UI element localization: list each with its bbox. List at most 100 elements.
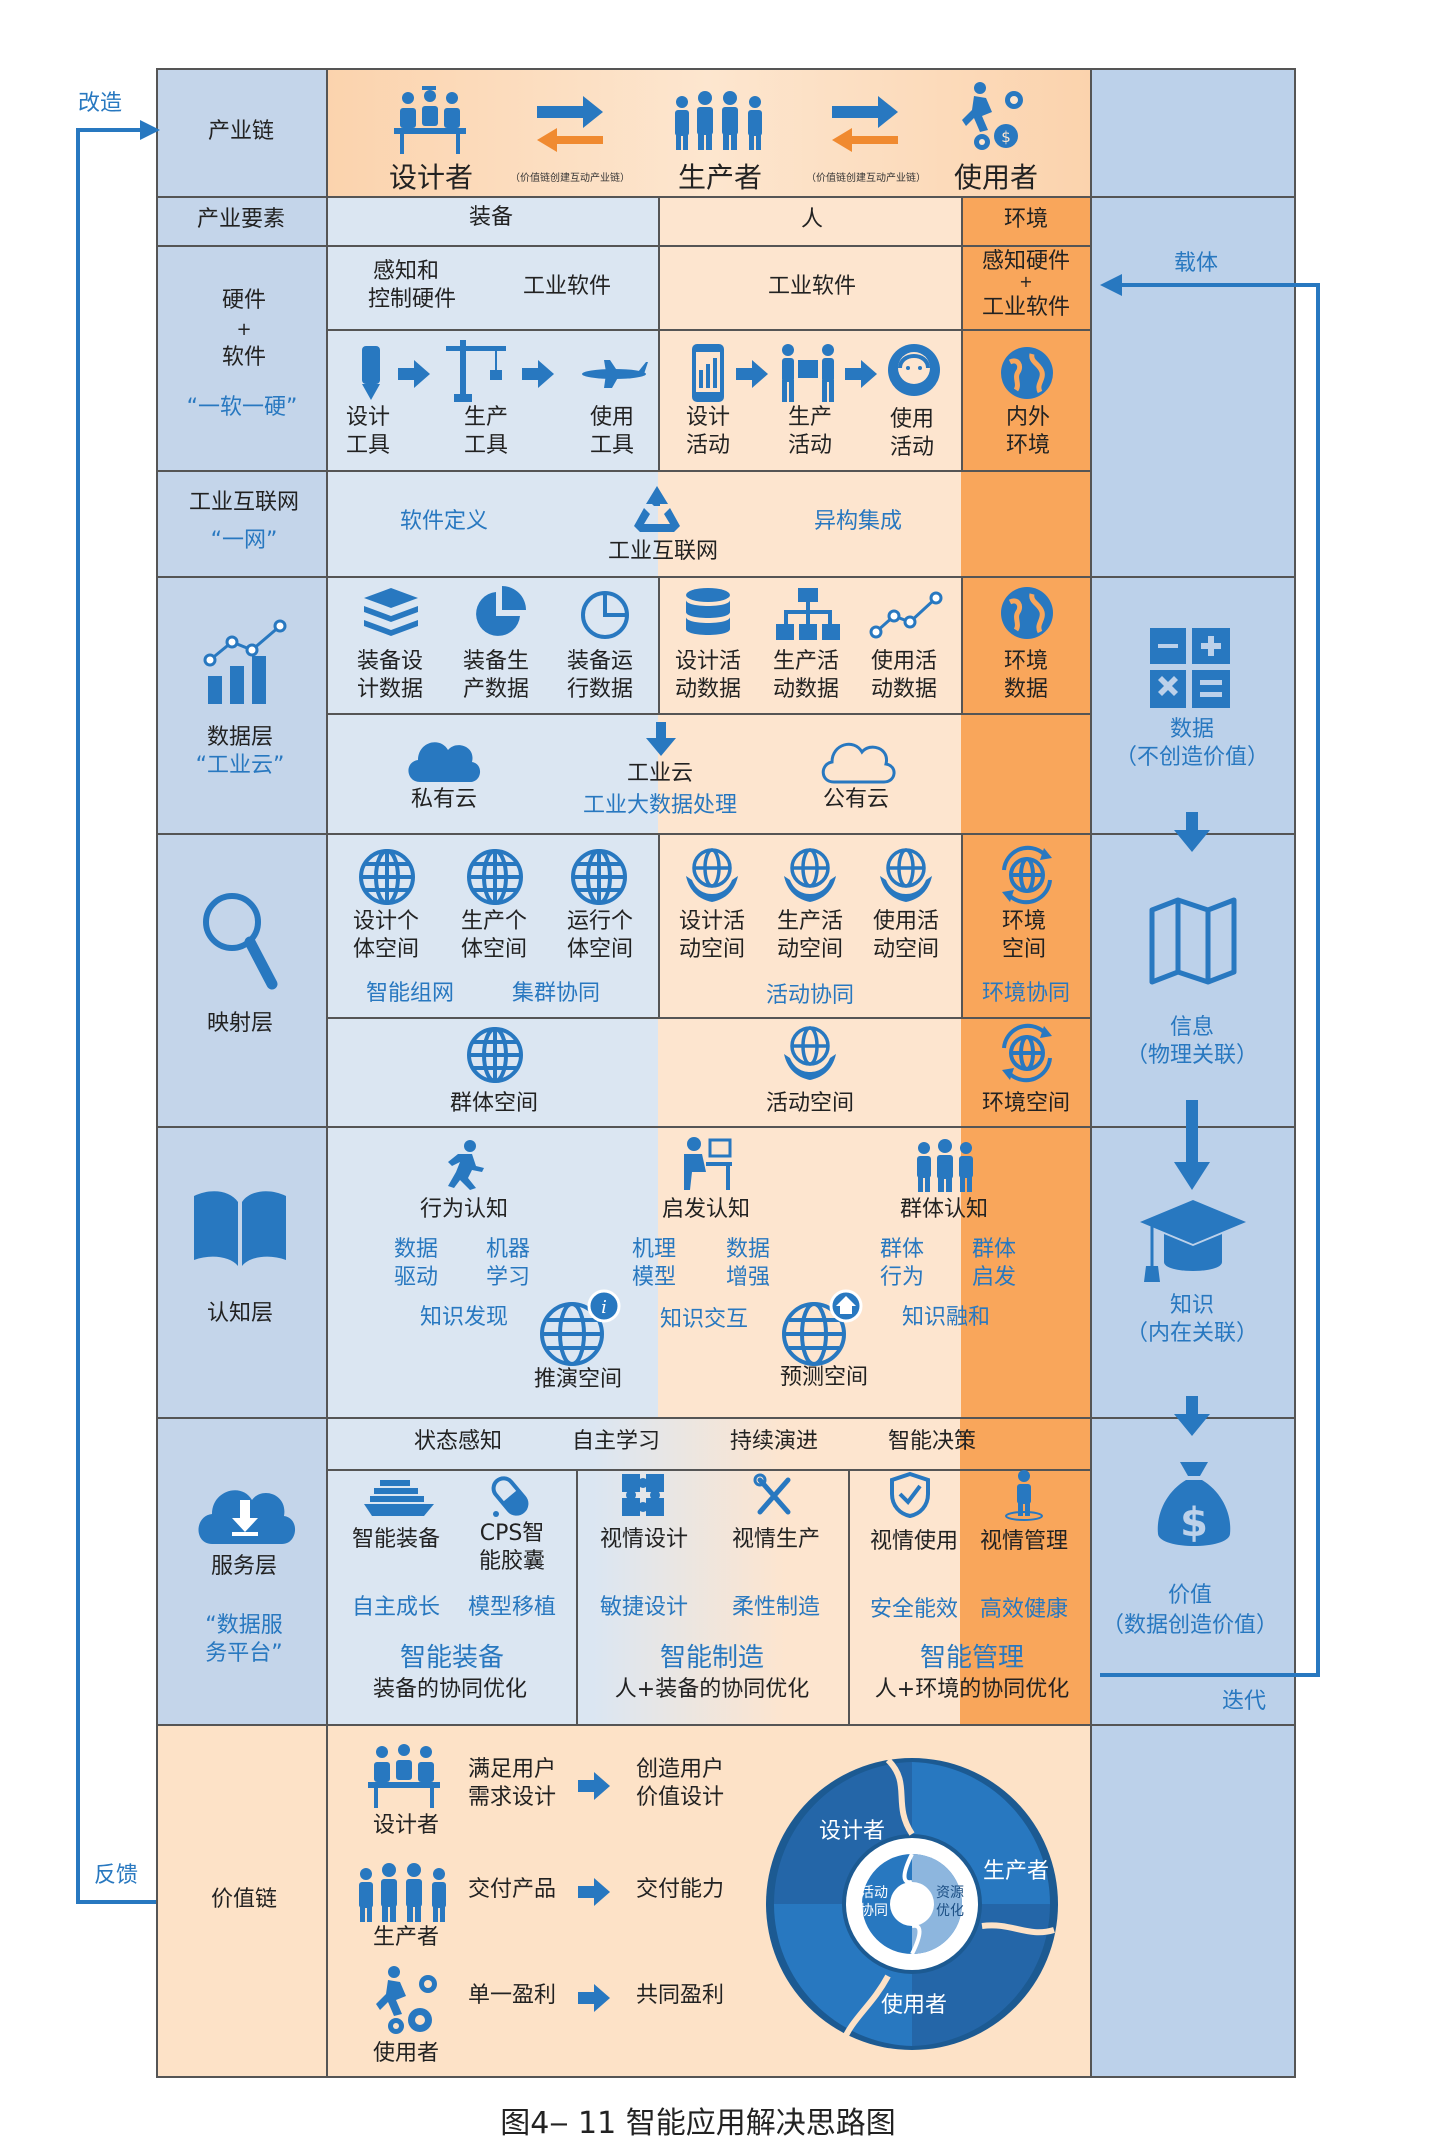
shield-check-icon	[890, 1471, 930, 1519]
cog-discover: 知识发现	[419, 1305, 509, 1330]
label-gaizao: 改造	[77, 91, 123, 116]
arrow-down-icon	[1174, 812, 1210, 852]
cloud-download-icon	[198, 1490, 296, 1544]
hw-env-plus: +	[1019, 272, 1033, 291]
data-bigdata: 工业大数据处理	[582, 793, 738, 818]
label-fankui: 反馈	[93, 1863, 139, 1888]
hw-sense-l2: 控制硬件	[367, 287, 457, 312]
value-r2a: 交付产品	[467, 1877, 557, 1902]
growth-chart-icon	[203, 619, 287, 704]
svc-vis-produce: 视情生产	[731, 1527, 821, 1552]
map-m1-l1: 设计个	[352, 909, 420, 934]
net-center: 工业互联网	[607, 539, 719, 564]
map-m7-l2: 空间	[1001, 937, 1047, 962]
element-equipment: 装备	[468, 205, 514, 230]
map-smart-net: 智能组网	[365, 981, 455, 1006]
svc-vis-use: 视情使用	[869, 1529, 959, 1554]
svc-flexible: 柔性制造	[731, 1595, 821, 1620]
tool-use-l2: 工具	[589, 433, 635, 458]
value-user: 使用者	[372, 2041, 440, 2066]
iteration-loop-arrow	[1100, 274, 1320, 1677]
map-m3-l1: 运行个	[566, 909, 634, 934]
cog-predict-space: 预测空间	[779, 1365, 869, 1390]
data-d1-l2: 计数据	[356, 677, 424, 702]
database-icon	[686, 588, 730, 635]
runner-icon	[448, 1140, 484, 1190]
map-env-space: 环境空间	[981, 1091, 1071, 1116]
map-m5-l1: 生产活	[776, 909, 844, 934]
cog-i1-l1: 机理	[631, 1237, 677, 1262]
public-cloud-icon	[821, 742, 896, 784]
map-m2-l2: 体空间	[460, 937, 528, 962]
data-d5-l2: 动数据	[772, 677, 840, 702]
producer-group-icon	[675, 91, 762, 150]
crane-icon	[446, 340, 506, 402]
act-use-l2: 活动	[889, 435, 935, 460]
cog-b2-l2: 学习	[485, 1265, 531, 1290]
globe-hands-icon	[784, 1026, 836, 1080]
recycle-icon	[634, 486, 680, 532]
headset-user-icon	[888, 344, 940, 396]
map-m4-l2: 动空间	[678, 937, 746, 962]
data-d3-l1: 装备运	[566, 649, 634, 674]
right-know-l1: 知识	[1169, 1293, 1215, 1318]
hw-sense-l1: 感知和	[372, 259, 440, 284]
tool-produce-l2: 工具	[463, 433, 509, 458]
airplane-icon	[582, 360, 648, 388]
figure-caption: 图4‒ 11 智能应用解决思路图	[500, 2106, 896, 2141]
svc-cat-3: 智能管理	[919, 1643, 1025, 1673]
right-data-l2: （不创造价值）	[1114, 745, 1270, 770]
row-industry-elements: 产业要素	[196, 207, 286, 232]
row-data-l1: 数据层	[206, 725, 274, 750]
arrow-down-icon	[646, 722, 676, 756]
globe-home-icon	[782, 1289, 863, 1366]
data-industrial-cloud: 工业云	[626, 761, 694, 786]
act-produce-l1: 生产	[787, 405, 833, 430]
row-data-quote: “工业云”	[195, 753, 285, 778]
data-d6-l1: 使用活	[870, 649, 938, 674]
map-m5-l2: 动空间	[776, 937, 844, 962]
producer-group-icon	[359, 1863, 446, 1922]
env-inout-l2: 环境	[1005, 433, 1051, 458]
service-bg	[326, 1417, 1090, 1724]
hw-software-2: 工业软件	[767, 274, 857, 299]
row-net-l1: 工业互联网	[188, 490, 300, 515]
cog-deduce-space: 推演空间	[533, 1367, 623, 1392]
svg-text:$: $	[1180, 1500, 1208, 1546]
right-column-bg	[1090, 68, 1294, 2078]
chain-designer: 设计者	[388, 161, 474, 194]
line-chart-icon	[869, 591, 943, 639]
arrow-right-icon	[578, 1878, 610, 1906]
ring-inner-resource-1: 资源	[936, 1885, 964, 1901]
tool-use-l1: 使用	[589, 405, 635, 430]
data-private-cloud: 私有云	[410, 787, 478, 812]
puzzle-icon	[622, 1474, 664, 1516]
svc-top-2: 自主学习	[571, 1429, 661, 1454]
cog-inspire: 启发认知	[661, 1197, 751, 1222]
value-r1a-l2: 需求设计	[467, 1785, 557, 1810]
act-use-l1: 使用	[889, 407, 935, 432]
label-zaiti: 载体	[1173, 251, 1219, 276]
value-producer: 生产者	[372, 1925, 440, 1950]
map-cluster: 集群协同	[511, 981, 601, 1006]
private-cloud-icon	[408, 742, 481, 782]
row-hw-l1: 硬件	[221, 288, 267, 313]
hw-software-1: 工业软件	[522, 274, 612, 299]
tool-produce-l1: 生产	[463, 405, 509, 430]
map-icon	[1149, 897, 1237, 985]
svc-transplant: 模型移植	[467, 1595, 557, 1620]
data-d4-l1: 设计活	[674, 649, 742, 674]
book-icon	[194, 1191, 286, 1266]
hw-env-l2: 工业软件	[981, 295, 1071, 320]
right-value-l2: （数据创造价值）	[1101, 1613, 1279, 1638]
data-d1-l1: 装备设	[356, 649, 424, 674]
svc-top-3: 持续演进	[729, 1429, 819, 1454]
cog-i2-l1: 数据	[725, 1237, 771, 1262]
globe-hands-icon	[784, 848, 836, 902]
cog-b2-l1: 机器	[485, 1237, 531, 1262]
runner-gears-icon: $	[962, 82, 1023, 150]
cog-group: 群体认知	[899, 1197, 989, 1222]
graduation-cap-icon	[1140, 1200, 1246, 1282]
pie-outline-icon	[581, 591, 629, 639]
ring-inner-activity-1: 活动	[860, 1885, 888, 1901]
